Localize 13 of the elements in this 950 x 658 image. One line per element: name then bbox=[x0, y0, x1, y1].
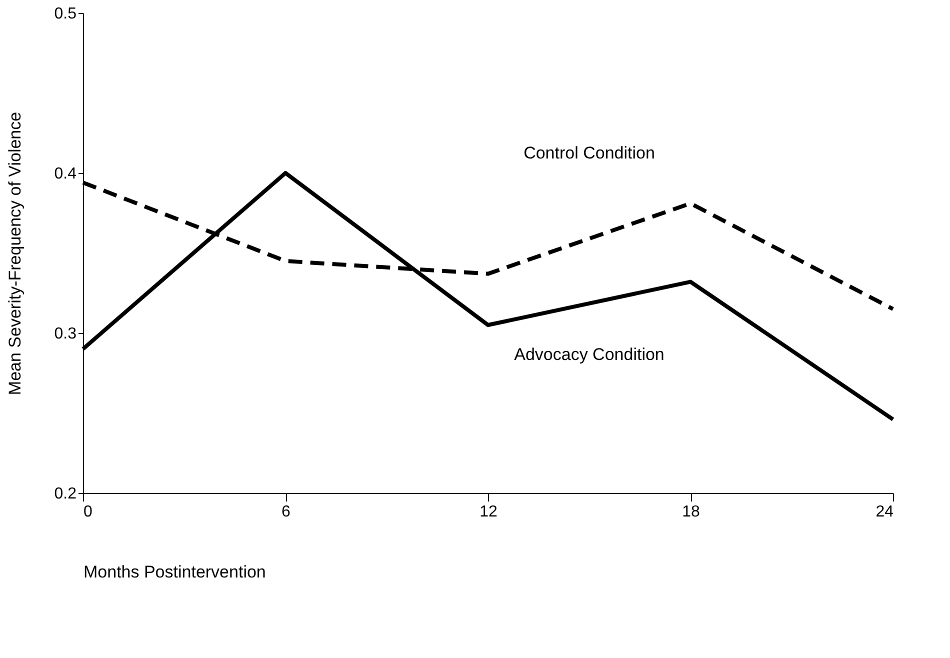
y-tick-label: 0.4 bbox=[54, 166, 77, 182]
y-tick-label: 0.2 bbox=[54, 486, 77, 502]
series-label: Advocacy Condition bbox=[514, 345, 664, 364]
y-axis-title: Mean Severity-Frequency of Violence bbox=[5, 112, 24, 396]
x-axis-title: Months Postintervention bbox=[84, 562, 266, 582]
x-tick-label: 0 bbox=[84, 504, 92, 520]
x-tick-label: 18 bbox=[682, 504, 700, 520]
y-tick-label: 0.3 bbox=[54, 326, 77, 342]
x-tick-label: 6 bbox=[282, 504, 291, 520]
x-tick-label: 24 bbox=[876, 504, 894, 520]
x-tick-label: 12 bbox=[480, 504, 498, 520]
text: Control Condition bbox=[524, 143, 655, 162]
y-tick-label: 0.5 bbox=[54, 6, 77, 22]
